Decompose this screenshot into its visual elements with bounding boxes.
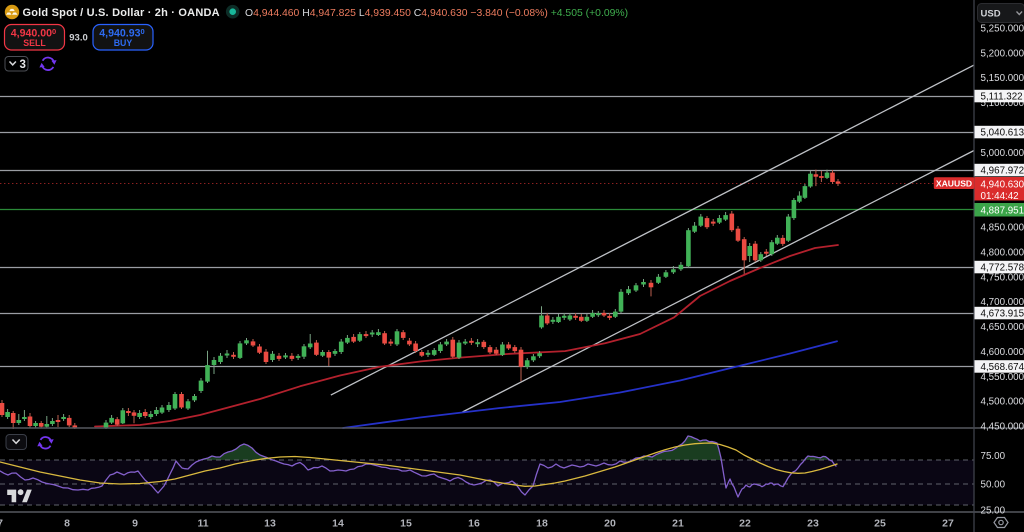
svg-text:15: 15 [400, 518, 412, 530]
svg-text:14: 14 [332, 518, 344, 530]
svg-text:01:44:42: 01:44:42 [981, 191, 1019, 202]
svg-text:4,772.578: 4,772.578 [981, 263, 1024, 274]
svg-text:23: 23 [807, 518, 819, 530]
svg-text:4,940.630: 4,940.630 [981, 179, 1024, 190]
svg-text:4,750.000: 4,750.000 [981, 272, 1024, 283]
svg-text:5,150.000: 5,150.000 [981, 73, 1024, 84]
svg-text:13: 13 [264, 518, 276, 530]
svg-text:9: 9 [132, 518, 138, 530]
svg-text:4,550.000: 4,550.000 [981, 372, 1024, 383]
svg-text:BUY: BUY [114, 38, 133, 48]
svg-text:5,250.000: 5,250.000 [981, 24, 1024, 35]
svg-text:USD: USD [981, 9, 1001, 20]
svg-text:4,800.000: 4,800.000 [981, 247, 1024, 258]
svg-text:4,500.000: 4,500.000 [981, 397, 1024, 408]
svg-text:7: 7 [0, 518, 3, 530]
svg-text:27: 27 [942, 518, 954, 530]
svg-text:93.0: 93.0 [69, 33, 88, 44]
svg-text:4,700.000: 4,700.000 [981, 297, 1024, 308]
svg-text:21: 21 [672, 518, 684, 530]
svg-text:16: 16 [468, 518, 480, 530]
svg-text:5,100.000: 5,100.000 [981, 98, 1024, 109]
svg-text:5,200.000: 5,200.000 [981, 48, 1024, 59]
svg-text:Gold Spot / U.S. Dollar · 2h ·: Gold Spot / U.S. Dollar · 2h · OANDA [23, 7, 220, 19]
svg-text:8: 8 [64, 518, 70, 530]
svg-text:SELL: SELL [23, 38, 46, 48]
svg-text:20: 20 [604, 518, 616, 530]
svg-text:XAUUSD: XAUUSD [936, 178, 972, 188]
svg-text:11: 11 [197, 518, 208, 530]
svg-text:3: 3 [20, 59, 26, 71]
svg-text:4,940.930: 4,940.930 [99, 27, 144, 40]
svg-text:18: 18 [536, 518, 548, 530]
svg-text:4,850.000: 4,850.000 [981, 223, 1024, 234]
svg-text:5,040.613: 5,040.613 [981, 128, 1024, 139]
svg-text:4,600.000: 4,600.000 [981, 347, 1024, 358]
svg-text:O4,944.460 H4,947.825 L4,939.4: O4,944.460 H4,947.825 L4,939.450 C4,940.… [245, 8, 628, 19]
svg-text:4,887.951: 4,887.951 [981, 205, 1024, 216]
svg-text:4,673.915: 4,673.915 [981, 309, 1024, 320]
svg-text:5,111.322: 5,111.322 [981, 92, 1023, 103]
svg-text:50.00: 50.00 [981, 479, 1006, 490]
svg-text:4,967.972: 4,967.972 [981, 166, 1024, 177]
svg-text:25.00: 25.00 [981, 506, 1006, 517]
svg-text:22: 22 [739, 518, 751, 530]
svg-text:75.00: 75.00 [981, 451, 1006, 462]
svg-text:4,568.674: 4,568.674 [981, 362, 1024, 373]
svg-text:25: 25 [874, 518, 886, 530]
svg-text:5,000.000: 5,000.000 [981, 148, 1024, 159]
svg-text:4,940.000: 4,940.000 [11, 27, 56, 40]
svg-text:4,650.000: 4,650.000 [981, 322, 1024, 333]
svg-text:4,450.000: 4,450.000 [981, 422, 1024, 433]
